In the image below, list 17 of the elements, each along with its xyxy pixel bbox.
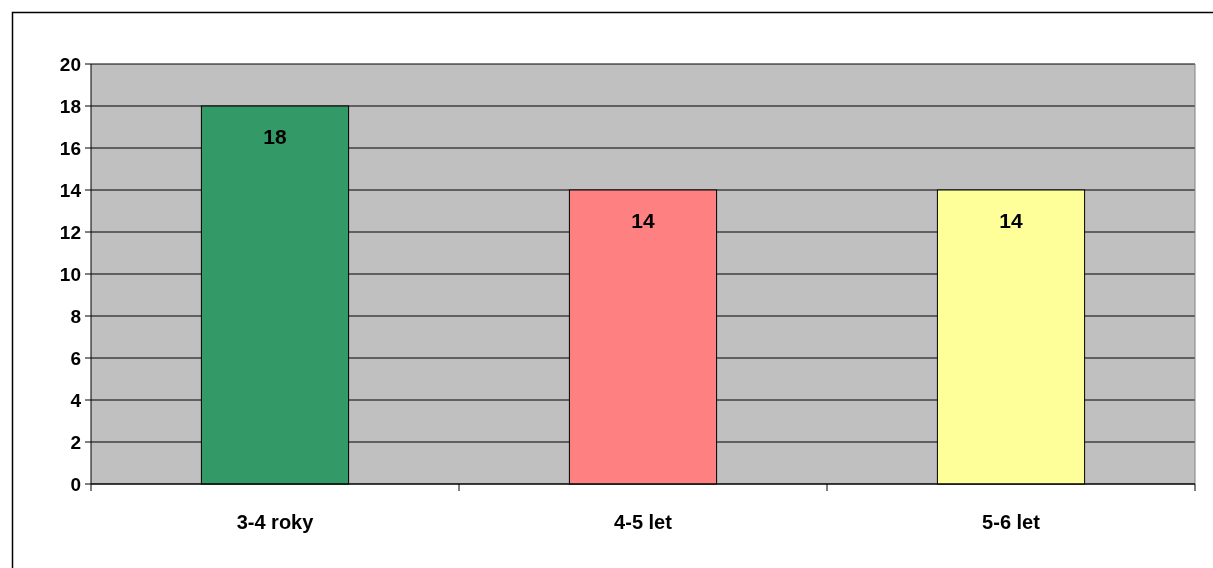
y-tick-label: 16	[59, 137, 81, 159]
data-label: 18	[263, 125, 287, 148]
x-tick-label: 5-6 let	[982, 511, 1041, 533]
y-tick-label: 0	[70, 473, 81, 495]
y-tick-label: 2	[70, 431, 81, 453]
x-tick-label: 4-5 let	[614, 511, 673, 533]
y-tick-label: 14	[59, 179, 82, 201]
y-tick-label: 6	[70, 347, 81, 369]
data-label: 14	[999, 209, 1023, 232]
x-tick-label: 3-4 roky	[236, 511, 315, 533]
y-tick-label: 10	[59, 263, 81, 285]
data-label: 14	[631, 209, 655, 232]
y-tick-label: 18	[59, 95, 81, 117]
y-tick-label: 12	[59, 221, 81, 243]
y-tick-label: 4	[70, 389, 82, 411]
y-tick-label: 8	[70, 305, 81, 327]
y-tick-label: 20	[59, 53, 81, 75]
